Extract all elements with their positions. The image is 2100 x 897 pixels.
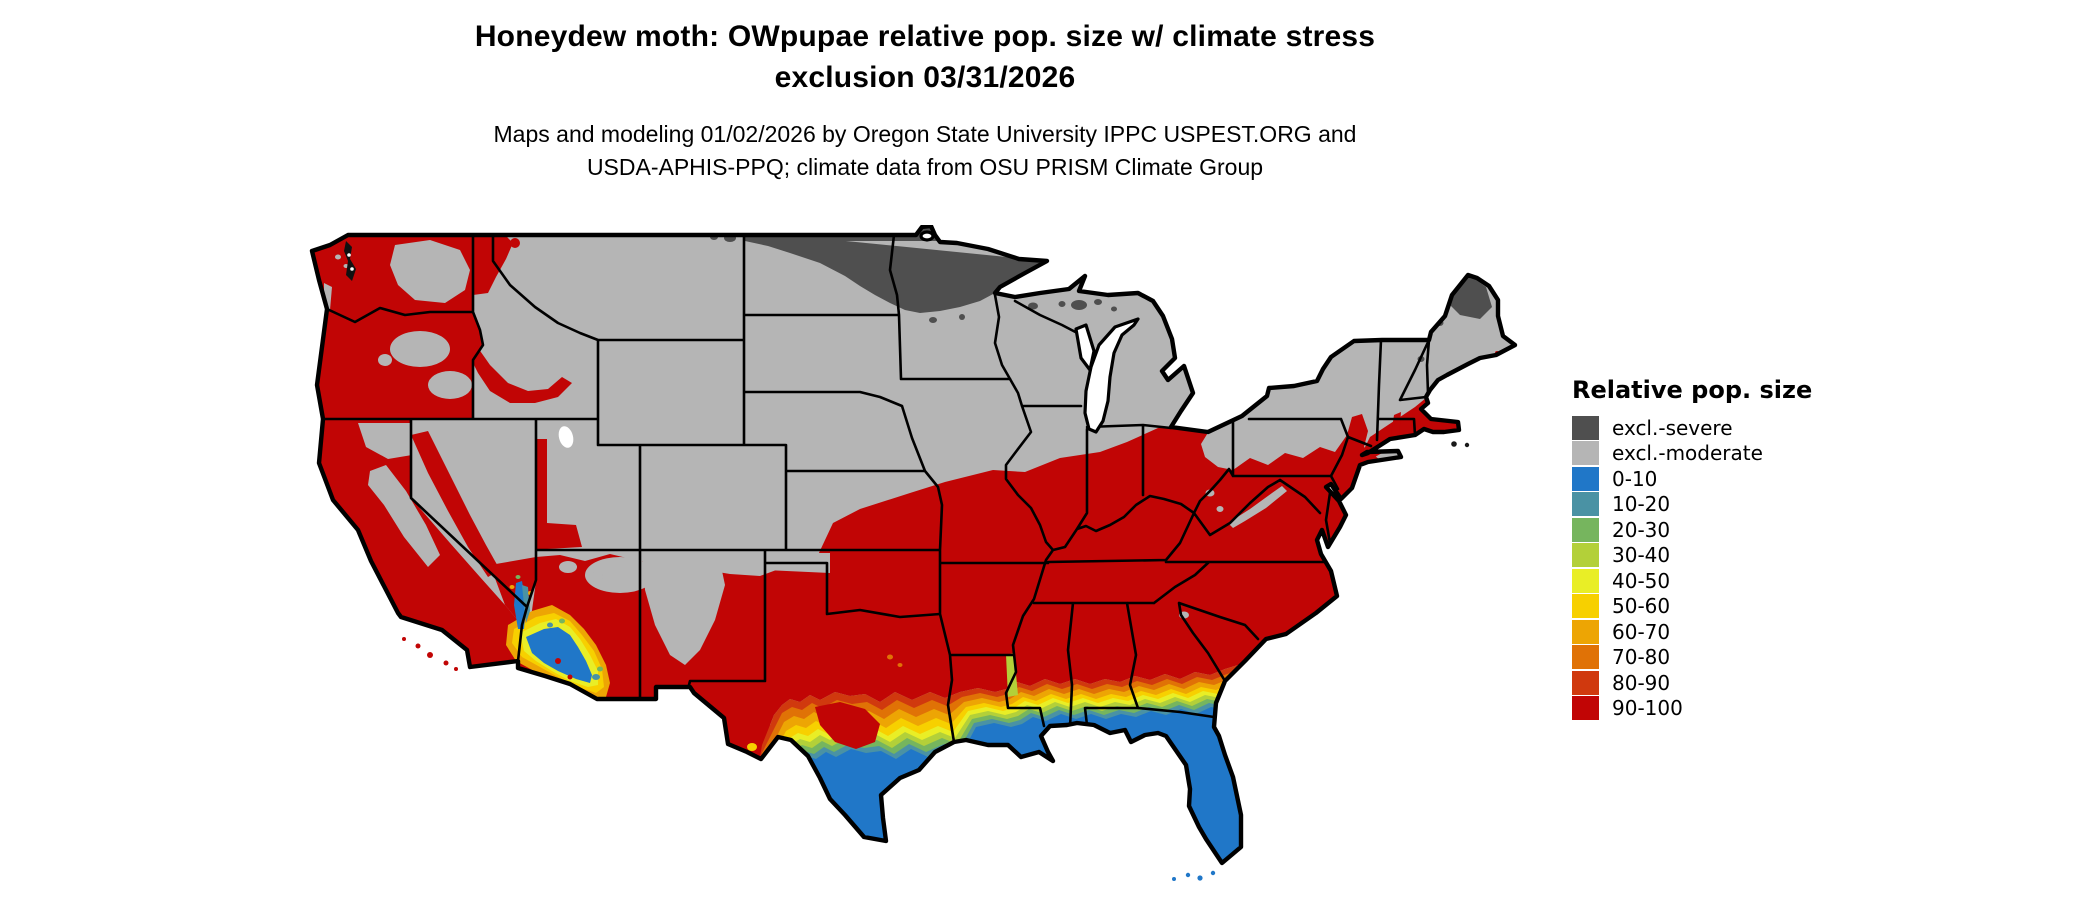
legend-label: excl.-moderate — [1612, 441, 1763, 466]
green-bay — [1074, 323, 1096, 372]
lake-michigan — [1083, 317, 1140, 434]
legend-item: 80-90 — [1572, 670, 1872, 696]
conus-risk-map — [300, 225, 1550, 892]
great-salt-lake — [558, 426, 574, 448]
legend-title: Relative pop. size — [1572, 376, 1813, 404]
great-lakes — [919, 230, 1140, 434]
legend-label: 60-70 — [1612, 619, 1671, 644]
state-borders-west — [321, 233, 1050, 744]
legend-item: 10-20 — [1572, 492, 1872, 518]
title-line-1: Honeydew moth: OWpupae relative pop. siz… — [474, 20, 1376, 53]
subtitle-line-1: Maps and modeling 01/02/2026 by Oregon S… — [493, 121, 1357, 147]
legend-item: excl.-moderate — [1572, 441, 1872, 467]
legend-label: excl.-severe — [1612, 415, 1733, 440]
legend-label: 10-20 — [1612, 492, 1671, 517]
islands — [402, 441, 1470, 881]
legend-label: 20-30 — [1612, 517, 1671, 542]
legend-swatch — [1572, 645, 1599, 670]
legend-swatch — [1572, 619, 1599, 644]
lake-of-the-woods — [919, 230, 935, 242]
legend-item: 30-40 — [1572, 543, 1872, 569]
legend-label: 80-90 — [1612, 670, 1671, 695]
legend-swatch — [1572, 441, 1599, 466]
legend-swatch — [1572, 517, 1599, 542]
puget-sound — [344, 241, 356, 281]
legend-swatch — [1572, 594, 1599, 619]
legend-item: excl.-severe — [1572, 415, 1872, 441]
legend-swatch — [1572, 466, 1599, 491]
state-borders-east — [993, 293, 1431, 730]
legend-items: excl.-severe excl.-moderate 0-10 10-20 20-30… — [1572, 415, 1872, 721]
legend: Relative pop. size excl.-severe excl.-mod… — [1572, 376, 1872, 721]
legend-label: 70-80 — [1612, 645, 1671, 670]
legend-swatch — [1572, 492, 1599, 517]
map-title: Honeydew moth: OWpupae relative pop. siz… — [300, 16, 1550, 98]
map-region-excl-moderate-patches — [324, 240, 1287, 665]
legend-label: 50-60 — [1612, 594, 1671, 619]
legend-item: 70-80 — [1572, 645, 1872, 671]
legend-item: 20-30 — [1572, 517, 1872, 543]
legend-item: 40-50 — [1572, 568, 1872, 594]
legend-label: 90-100 — [1612, 696, 1683, 721]
legend-swatch — [1572, 670, 1599, 695]
legend-swatch — [1572, 696, 1599, 721]
legend-swatch — [1572, 543, 1599, 568]
legend-label: 30-40 — [1612, 543, 1671, 568]
legend-swatch — [1572, 415, 1599, 440]
legend-swatch — [1572, 568, 1599, 593]
legend-label: 40-50 — [1612, 568, 1671, 593]
title-line-2: exclusion 03/31/2026 — [774, 61, 1076, 94]
subtitle-line-2: USDA-APHIS-PPQ; climate data from OSU PR… — [586, 154, 1264, 180]
map-region-arizona-desert — [506, 575, 610, 699]
legend-item: 90-100 — [1572, 696, 1872, 722]
legend-label: 0-10 — [1612, 466, 1658, 491]
map-subtitle: Maps and modeling 01/02/2026 by Oregon S… — [300, 118, 1550, 184]
legend-item: 60-70 — [1572, 619, 1872, 645]
conus-map-svg — [300, 225, 1550, 881]
legend-item: 50-60 — [1572, 594, 1872, 620]
legend-item: 0-10 — [1572, 466, 1872, 492]
